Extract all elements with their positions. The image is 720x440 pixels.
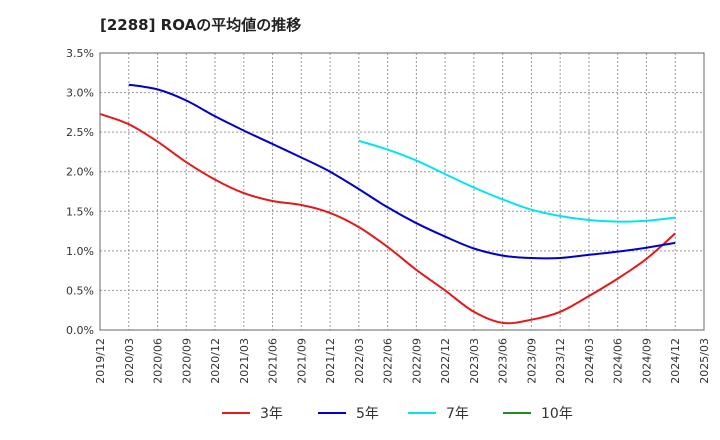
chart-title: [2288] ROAの平均値の推移 [100,16,302,34]
x-tick-label: 2022/09 [410,338,423,384]
x-tick-label: 2021/03 [238,338,251,384]
x-tick-label: 2023/03 [468,338,481,384]
x-tick-label: 2020/12 [209,338,222,384]
x-tick-label: 2021/12 [324,338,337,384]
x-tick-label: 2024/06 [612,338,625,384]
y-tick-label: 0.0% [66,324,94,337]
legend-label: 3年 [260,406,283,422]
series-line-1 [99,112,676,325]
x-axis-ticks: 2019/12 2020/03 2020/06 2020/09 2020/12 2021/… [94,338,711,384]
x-tick-label: 2025/03 [698,338,711,384]
grid-lines [99,52,705,331]
x-tick-label: 2024/03 [583,338,596,384]
x-tick-label: 2020/09 [180,338,193,384]
y-tick-label: 1.0% [66,245,94,258]
x-tick-label: 2024/12 [669,338,682,384]
legend-label: 10年 [541,406,573,422]
x-tick-label: 2023/06 [497,338,510,384]
x-tick-label: 2023/09 [525,338,538,384]
y-tick-label: 3.0% [66,87,94,100]
x-tick-label: 2020/03 [123,338,136,384]
y-tick-label: 1.5% [66,205,94,218]
x-tick-label: 2023/12 [554,338,567,384]
y-tick-label: 2.5% [66,126,94,139]
y-tick-label: 0.5% [66,284,94,297]
series-lines [99,83,676,325]
series-line-2 [128,83,676,260]
plot-frame [99,52,705,331]
y-tick-label: 2.0% [66,166,94,179]
x-tick-label: 2022/03 [353,338,366,384]
x-tick-label: 2022/12 [439,338,452,384]
series-line-3 [358,139,676,223]
x-tick-label: 2019/12 [94,338,107,384]
y-axis-ticks: 0.0% 0.5% 1.0% 1.5% 2.0% 2.5% 3.0% 3.5% [66,47,94,337]
x-tick-label: 2020/06 [152,338,165,384]
x-tick-label: 2024/09 [640,338,653,384]
y-tick-label: 3.5% [66,47,94,60]
x-tick-label: 2022/06 [382,338,395,384]
legend: 3年 5年 7年 10年 [222,406,573,422]
legend-label: 5年 [356,406,379,422]
x-tick-label: 2021/06 [267,338,280,384]
x-tick-label: 2021/09 [295,338,308,384]
legend-label: 7年 [446,406,469,422]
